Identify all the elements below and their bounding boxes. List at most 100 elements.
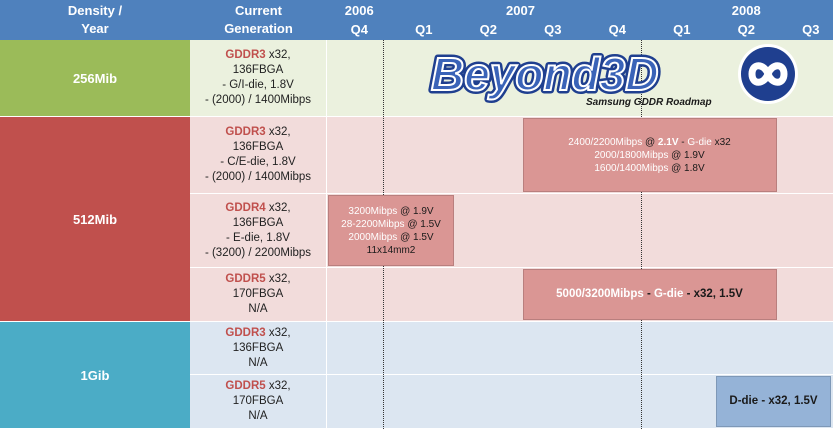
generation-die: - C/E-die, 1.8V	[220, 156, 296, 168]
bar-text: @ 1.8V	[668, 162, 705, 174]
bar-line: 2000/1800Mibps @ 1.9V	[594, 149, 704, 162]
bar-text: -	[643, 288, 654, 300]
generation-package: 170FBGA	[232, 395, 284, 407]
quarter-label: Q3	[544, 22, 562, 37]
quarter-label: Q1	[415, 22, 433, 37]
generation-speed: - (3200) / 2200Mibps	[204, 246, 312, 259]
bar-text: @ 1.9V	[397, 205, 434, 217]
roadmap-bar: D-die - x32, 1.5V	[716, 376, 831, 427]
svg-text:Beyond3D: Beyond3D	[431, 48, 658, 100]
bar-text: @ 1.9V	[668, 149, 705, 161]
memory-type: GDDR3	[225, 126, 266, 138]
generation-die: N/A	[248, 356, 268, 369]
generation-die: N/A	[248, 410, 268, 422]
memory-type: GDDR3	[225, 49, 266, 61]
roadmap-bar: 3200Mibps @ 1.9V 28-2200Mibps @ 1.5V 2000M…	[328, 195, 454, 266]
bus-width: x32,	[268, 49, 291, 61]
bar-text: 1600/1400Mibps	[594, 162, 669, 174]
memory-type: GDDR5	[225, 273, 266, 285]
generation-type-line: GDDR3 x32,	[225, 125, 290, 140]
generation-type-line: GDDR5 x32,	[225, 379, 290, 394]
bar-line: 28-2200Mibps @ 1.5V	[341, 218, 441, 231]
bar-text: 2400/2200Mibps	[568, 136, 643, 148]
generation-cell: GDDR5 x32, 170FBGA N/A	[190, 268, 327, 322]
generation-type-line: GDDR3 x32,	[225, 48, 290, 63]
generation-cell: GDDR3 x32, 136FBGA - G/I-die, 1.8V - (2000)…	[190, 40, 327, 117]
quarter-label: Q2	[737, 22, 755, 37]
roadmap-bar: 5000/3200Mibps - G-die - x32, 1.5V	[522, 269, 777, 320]
bar-text: 5000/3200Mibps	[556, 288, 644, 300]
generation-cell: GDDR3 x32, 136FBGA - C/E-die, 1.8V - (2000)…	[190, 117, 327, 194]
generation-cell: GDDR5 x32, 170FBGA N/A	[190, 375, 327, 429]
year-divider	[640, 40, 642, 429]
generation-header: Current Generation	[190, 0, 327, 40]
generation-package: 136FBGA	[232, 141, 284, 153]
density-label: 512Mib	[0, 117, 190, 322]
memory-type: GDDR4	[225, 201, 266, 214]
density-header-line1: Density /	[67, 3, 123, 18]
generation-cell: GDDR3 x32, 136FBGA N/A	[190, 322, 327, 375]
memory-type: GDDR3	[225, 326, 266, 339]
density-label: 1Gib	[0, 322, 190, 429]
header-row	[0, 0, 833, 40]
bar-text: @ 1.5V	[404, 218, 441, 230]
generation-speed: - (2000) / 1400Mibps	[204, 94, 312, 106]
generation-type-line: GDDR3 x32,	[225, 326, 290, 341]
bar-text: @ 1.5V	[397, 231, 434, 243]
year-label: 2007	[506, 3, 535, 18]
svg-text:Beyond3D: Beyond3D	[431, 48, 658, 100]
bar-text: 2000Mibps	[348, 231, 398, 243]
quarter-label: Q2	[479, 22, 497, 37]
bar-line: 3200Mibps @ 1.9V	[348, 205, 433, 218]
generation-die: - G/I-die, 1.8V	[222, 79, 294, 91]
quarter-label: Q1	[673, 22, 691, 37]
bar-line: 2400/2200Mibps @ 2.1V - G-die x32	[568, 136, 731, 149]
bar-line: 2000Mibps @ 1.5V	[348, 231, 433, 244]
year-label: 2008	[731, 3, 761, 18]
bar-text: 28-2200Mibps	[341, 218, 405, 230]
bar-text: 2000/1800Mibps	[594, 149, 669, 161]
bar-line: 11x14mm2	[367, 244, 416, 257]
generation-package: 136FBGA	[232, 216, 284, 229]
bus-width: x32,	[268, 126, 291, 138]
beyond3d-logo: Beyond3D Beyond3D Samsung GDDR Roadmap	[428, 42, 828, 110]
bar-line: 1600/1400Mibps @ 1.8V	[594, 162, 704, 175]
bar-text: G-die	[653, 288, 684, 300]
generation-type-line: GDDR4 x32,	[225, 201, 290, 216]
generation-package: 136FBGA	[232, 341, 284, 354]
bar-text: 11x14mm2	[366, 244, 416, 256]
memory-type: GDDR5	[225, 380, 266, 392]
logo-graphic: Beyond3D Beyond3D	[428, 44, 798, 104]
bar-line: D-die - x32, 1.5V	[729, 395, 817, 408]
generation-header-line1: Current	[235, 3, 282, 18]
bar-text: 2.1V	[657, 136, 679, 148]
density-label: 256Mib	[0, 40, 190, 117]
quarter-label: Q4	[608, 22, 626, 37]
density-year-header: Density / Year	[0, 0, 190, 40]
generation-speed: - (2000) / 1400Mibps	[204, 171, 312, 183]
generation-header-line2: Generation	[224, 21, 293, 36]
timeline-row-bg	[327, 322, 833, 375]
bar-text: @	[642, 136, 658, 148]
generation-die: N/A	[248, 303, 268, 315]
generation-package: 170FBGA	[232, 288, 284, 300]
bar-line: 5000/3200Mibps - G-die - x32, 1.5V	[556, 288, 743, 301]
bar-text: - x32, 1.5V	[683, 288, 743, 300]
quarter-label: Q3	[802, 22, 820, 37]
year-label: 2006	[344, 3, 374, 18]
bus-width: x32,	[268, 326, 291, 339]
bus-width: x32,	[268, 273, 291, 285]
quarter-label: Q4	[350, 22, 368, 37]
bar-text: 3200Mibps	[348, 205, 398, 217]
bar-text: G-die	[687, 136, 712, 148]
bus-width: x32,	[268, 380, 291, 392]
bar-text: D-die - x32, 1.5V	[729, 395, 818, 407]
generation-type-line: GDDR5 x32,	[225, 272, 290, 287]
logo-tagline: Samsung GDDR Roadmap	[586, 97, 712, 108]
bar-text: -	[678, 136, 688, 148]
generation-cell: GDDR4 x32, 136FBGA - E-die, 1.8V - (3200) /…	[190, 194, 327, 268]
density-header-line2: Year	[81, 21, 109, 36]
generation-package: 136FBGA	[232, 64, 284, 76]
bus-width: x32,	[268, 201, 291, 214]
